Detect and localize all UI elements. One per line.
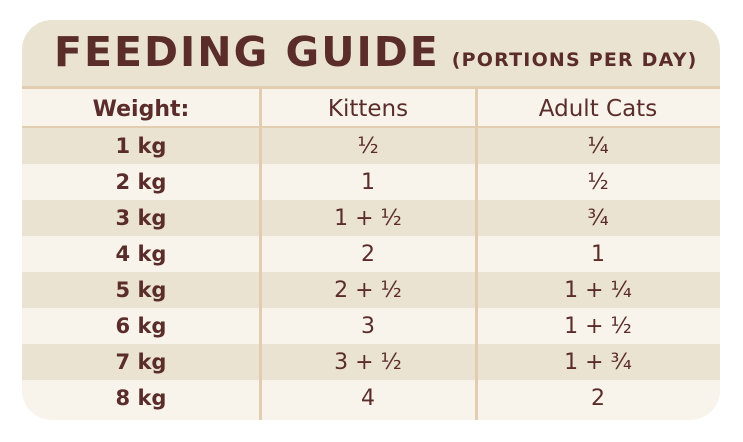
kittens-portion-cell: 3 + ½: [334, 349, 402, 375]
kittens-portion-cell: 2: [361, 241, 375, 267]
kittens-portion-cell: 2 + ½: [334, 277, 402, 303]
kittens-portion-cell: 3: [361, 313, 375, 339]
adult-portion-cell: ¾: [587, 205, 609, 231]
column-header-divider: [22, 126, 720, 128]
column-header-adult-cats: Adult Cats: [538, 96, 658, 122]
weight-cell: 4 kg: [115, 242, 167, 266]
table-row: 7 kg 3 + ½ 1 + ¾: [22, 344, 720, 380]
weight-cell: 7 kg: [115, 350, 167, 374]
table-row: 3 kg 1 + ½ ¾: [22, 200, 720, 236]
kittens-portion-cell: 4: [361, 385, 375, 411]
adult-portion-cell: ½: [587, 169, 609, 195]
feeding-guide-card: FEEDING GUIDE (PORTIONS PER DAY) Weight:…: [22, 20, 720, 420]
guide-subtitle: (PORTIONS PER DAY): [451, 49, 698, 71]
adult-portion-cell: ¼: [587, 133, 609, 159]
weight-cell: 3 kg: [115, 206, 167, 230]
table-row: 5 kg 2 + ½ 1 + ¼: [22, 272, 720, 308]
kittens-portion-cell: 1: [361, 169, 375, 195]
column-header-weight: Weight:: [92, 96, 190, 122]
table-row: 1 kg ½ ¼: [22, 128, 720, 164]
weight-cell: 2 kg: [115, 170, 167, 194]
guide-title: FEEDING GUIDE: [54, 28, 440, 76]
weight-cell: 1 kg: [115, 134, 167, 158]
weight-cell: 8 kg: [115, 386, 167, 410]
feeding-table: Weight: Kittens Adult Cats 1 kg ½ ¼ 2 kg…: [22, 90, 720, 416]
column-header-kittens: Kittens: [327, 96, 409, 122]
adult-portion-cell: 1: [591, 241, 605, 267]
header-divider: [22, 86, 720, 89]
table-row: 8 kg 4 2: [22, 380, 720, 416]
table-row: 4 kg 2 1: [22, 236, 720, 272]
kittens-portion-cell: 1 + ½: [334, 205, 402, 231]
title-block: FEEDING GUIDE (PORTIONS PER DAY): [54, 28, 698, 76]
table-row: 2 kg 1 ½: [22, 164, 720, 200]
adult-portion-cell: 2: [591, 385, 605, 411]
weight-cell: 6 kg: [115, 314, 167, 338]
adult-portion-cell: 1 + ¾: [564, 349, 632, 375]
adult-portion-cell: 1 + ½: [564, 313, 632, 339]
kittens-portion-cell: ½: [357, 133, 379, 159]
table-header-row: Weight: Kittens Adult Cats: [22, 90, 720, 128]
adult-portion-cell: 1 + ¼: [564, 277, 632, 303]
column-divider-kittens-adult: [475, 88, 478, 420]
header-band: FEEDING GUIDE (PORTIONS PER DAY): [22, 20, 720, 88]
column-divider-weight-kittens: [259, 88, 262, 420]
table-row: 6 kg 3 1 + ½: [22, 308, 720, 344]
weight-cell: 5 kg: [115, 278, 167, 302]
